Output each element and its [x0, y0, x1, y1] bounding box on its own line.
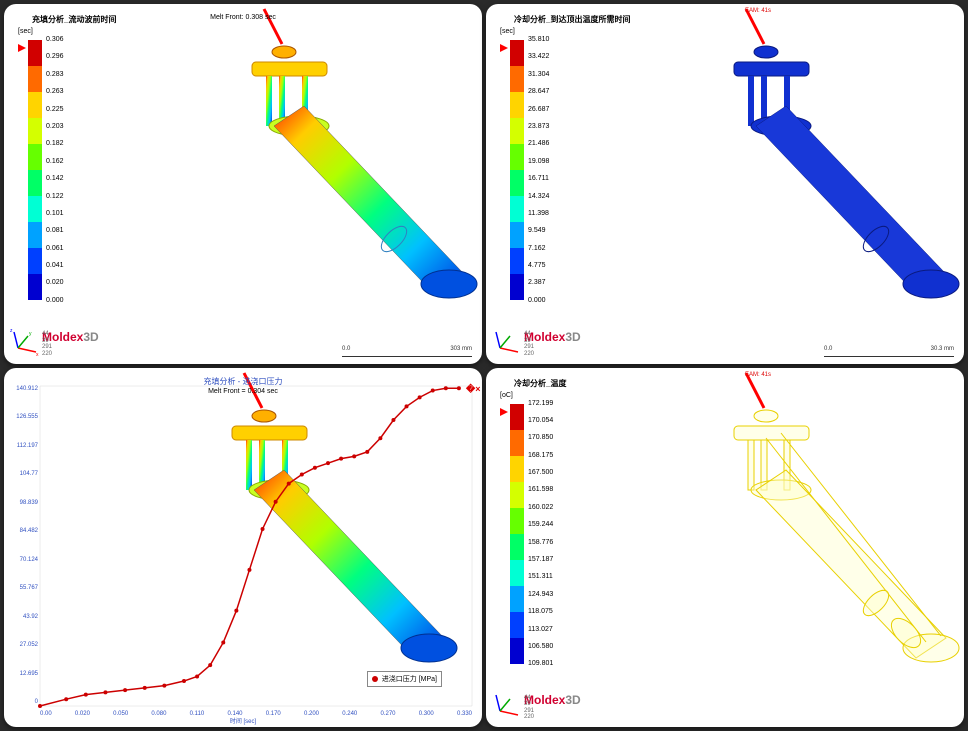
- melt-front-label: Melt Front = 0.304 sec: [208, 388, 278, 395]
- eam-label: EAM: 41s: [745, 8, 771, 14]
- panel-cool-eject: 冷却分析_到达顶出温度所需时间 EAM: 41s [sec] 35.81033.…: [486, 4, 964, 364]
- color-legend-bar: [510, 404, 524, 664]
- model-view-1[interactable]: [4, 4, 482, 364]
- color-legend-bar: [510, 40, 524, 300]
- indicator-arrow: [18, 44, 26, 52]
- svg-text:y: y: [29, 331, 32, 337]
- scale-bar: 0.030.3 mm: [824, 346, 954, 356]
- chart-legend[interactable]: 进浇口压力 [MPa]: [367, 671, 442, 687]
- chart-y-axis: 140.912126.555112.197104.7798.83984.4827…: [6, 386, 38, 706]
- legend-marker-icon: [372, 676, 378, 682]
- svg-text:z: z: [10, 328, 13, 334]
- unit-label: [oC]: [500, 392, 513, 399]
- legend-text: 进浇口压力 [MPa]: [382, 674, 437, 684]
- panel-title: 冷却分析_温度: [514, 378, 566, 389]
- indicator-arrow: [500, 408, 508, 416]
- unit-label: [sec]: [18, 28, 33, 35]
- panel-title: 充填分析_流动波前时间: [32, 14, 116, 25]
- panel-title: 冷却分析_到达顶出温度所需时间: [514, 14, 630, 25]
- coord-readout: 4439291220: [524, 695, 534, 721]
- axis-triad-icon: [492, 326, 522, 356]
- model-view-4[interactable]: [486, 368, 964, 728]
- indicator-arrow: [500, 44, 508, 52]
- model-view-2[interactable]: [486, 4, 964, 364]
- close-icon[interactable]: �×: [466, 384, 476, 394]
- chart-x-title: 时间 [sec]: [230, 716, 256, 725]
- eam-label: EAM: 41s: [745, 372, 771, 378]
- chart-title: 充填分析 - 进浇口压力: [203, 376, 282, 387]
- color-legend-labels: 172.199170.054170.850168.175167.500161.5…: [528, 400, 553, 668]
- axis-triad-icon: x z y: [10, 326, 40, 356]
- color-legend-bar: [28, 40, 42, 300]
- coord-readout: 4439291220: [42, 331, 52, 357]
- color-legend-labels: 35.81033.42231.30428.64726.68723.87321.4…: [528, 36, 549, 304]
- panel-cool-temp: 冷却分析_温度 EAM: 41s [oC] 172.199170.054170.…: [486, 368, 964, 728]
- scale-bar: 0.0303 mm: [342, 346, 472, 356]
- coord-readout: 4439291220: [524, 331, 534, 357]
- unit-label: [sec]: [500, 28, 515, 35]
- svg-text:x: x: [36, 352, 39, 356]
- color-legend-labels: 0.3060.2960.2830.2630.2250.2030.1820.162…: [46, 36, 64, 304]
- panel-fill-time: 充填分析_流动波前时间 Melt Front: 0.308 sec [sec] …: [4, 4, 482, 364]
- axis-triad-icon: [492, 689, 522, 719]
- melt-front-label: Melt Front: 0.308 sec: [210, 14, 276, 21]
- panel-sprue-pressure: 充填分析 - 进浇口压力 Melt Front = 0.304 sec �× 1…: [4, 368, 482, 728]
